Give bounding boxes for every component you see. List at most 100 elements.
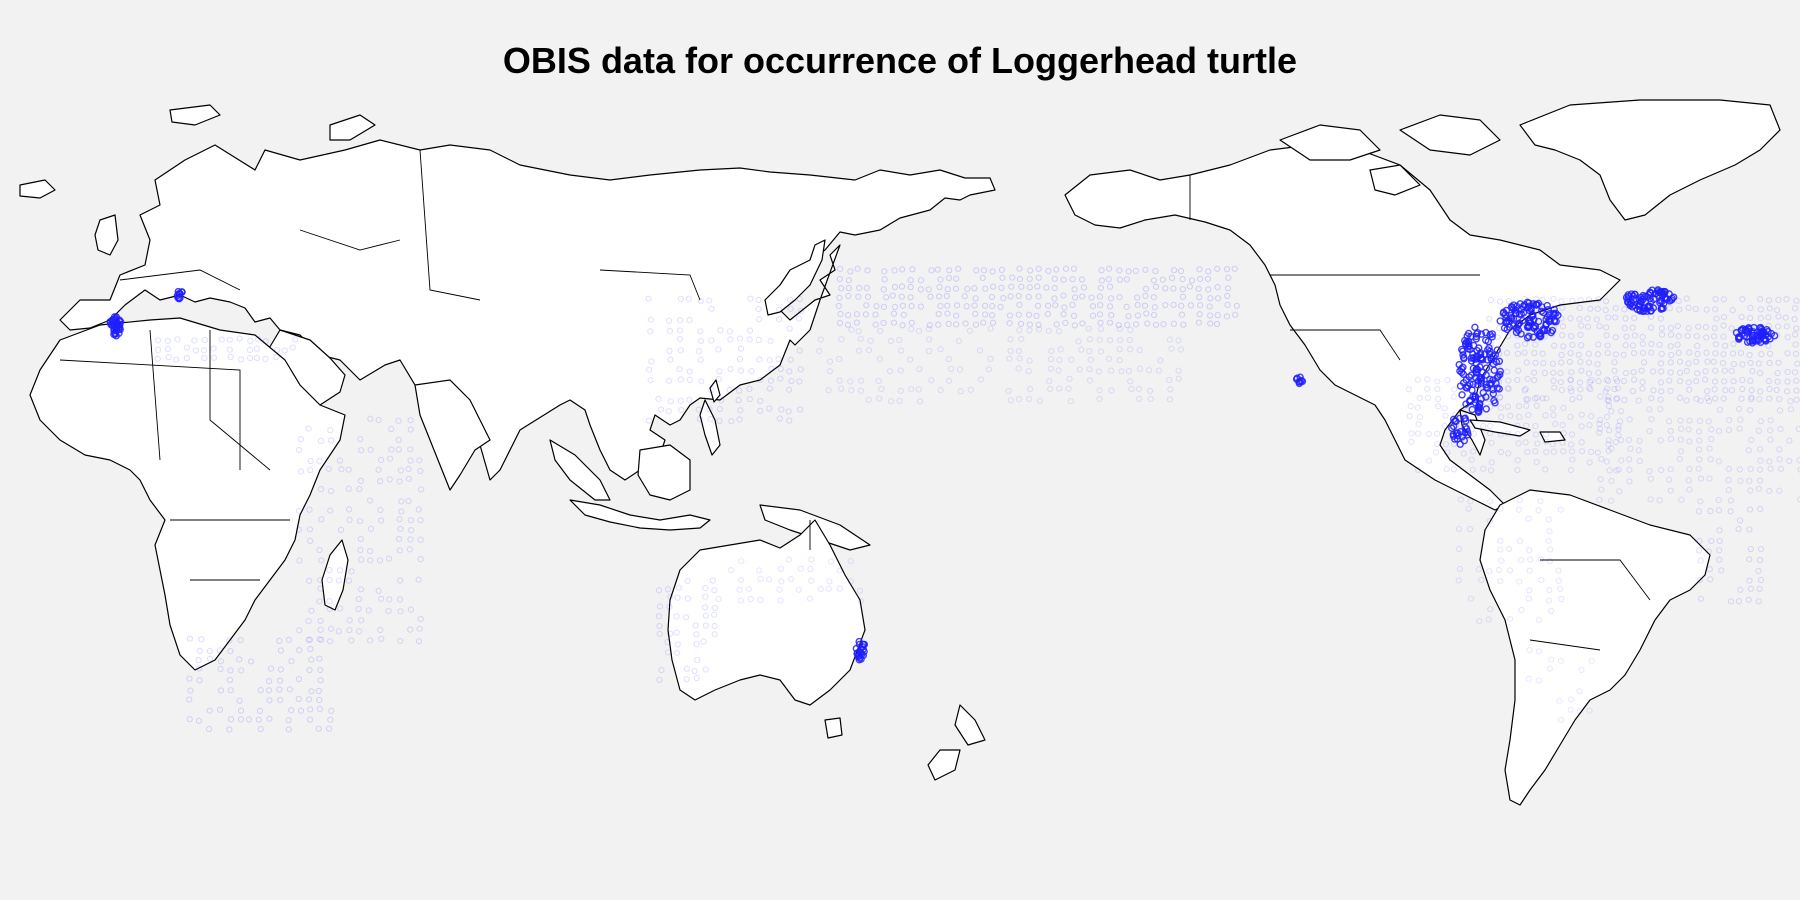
occurrence-point xyxy=(1603,413,1611,420)
occurrence-point xyxy=(795,586,802,593)
occurrence-point xyxy=(1647,496,1654,503)
occurrence-point xyxy=(296,557,303,564)
occurrence-point xyxy=(1578,439,1585,446)
occurrence-point xyxy=(378,635,385,643)
occurrence-point xyxy=(1061,304,1068,311)
occurrence-point xyxy=(256,707,264,714)
occurrence-point xyxy=(1551,342,1558,349)
occurrence-point xyxy=(665,317,673,324)
occurrence-point xyxy=(1469,448,1477,455)
occurrence-point xyxy=(1098,277,1105,284)
occurrence-point xyxy=(1657,437,1664,444)
occurrence-point xyxy=(1543,449,1550,456)
occurrence-point-dense xyxy=(1490,366,1498,374)
occurrence-point xyxy=(1224,285,1232,292)
occurrence-point xyxy=(891,267,898,274)
occurrence-point xyxy=(1116,294,1123,301)
occurrence-point xyxy=(326,576,333,584)
occurrence-point xyxy=(1514,431,1521,438)
occurrence-point xyxy=(1658,331,1666,338)
occurrence-point xyxy=(295,446,302,454)
occurrence-point xyxy=(1615,466,1622,473)
occurrence-point xyxy=(1603,421,1610,429)
occurrence-point xyxy=(1695,465,1702,472)
occurrence-point xyxy=(777,565,785,572)
occurrence-point xyxy=(887,337,895,345)
occurrence-point xyxy=(1069,301,1076,308)
occurrence-point xyxy=(899,266,906,273)
occurrence-point xyxy=(210,354,218,361)
occurrence-point xyxy=(285,636,292,643)
occurrence-point xyxy=(954,302,961,309)
occurrence-point xyxy=(1793,325,1800,332)
occurrence-point xyxy=(658,406,665,413)
occurrence-point xyxy=(865,396,872,403)
occurrence-point xyxy=(1488,459,1495,466)
occurrence-point xyxy=(716,405,723,413)
occurrence-point xyxy=(1026,284,1033,291)
occurrence-point xyxy=(1693,358,1700,365)
occurrence-point xyxy=(286,686,293,693)
occurrence-point xyxy=(1062,319,1069,326)
occurrence-point xyxy=(1598,455,1605,463)
occurrence-point xyxy=(1757,505,1764,512)
occurrence-point xyxy=(700,638,707,645)
occurrence-point xyxy=(1646,406,1653,413)
occurrence-point xyxy=(1559,421,1566,429)
occurrence-point-dense xyxy=(1483,384,1492,392)
occurrence-point xyxy=(1577,297,1584,304)
occurrence-point xyxy=(746,385,753,392)
occurrence-point xyxy=(236,656,243,663)
occurrence-point xyxy=(1631,314,1638,322)
occurrence-point xyxy=(1757,576,1765,584)
occurrence-point xyxy=(1145,367,1153,374)
occurrence-point xyxy=(1615,422,1622,430)
occurrence-point xyxy=(1728,367,1735,374)
land-masses xyxy=(19,99,1781,806)
occurrence-point xyxy=(386,455,394,462)
occurrence-point xyxy=(1773,386,1780,394)
occurrence-point xyxy=(1152,321,1160,328)
occurrence-point xyxy=(1639,378,1646,386)
occurrence-point xyxy=(1105,355,1113,362)
occurrence-point xyxy=(1738,313,1745,321)
occurrence-point xyxy=(702,666,709,673)
occurrence-point xyxy=(316,696,323,704)
occurrence-point xyxy=(776,306,783,313)
occurrence-point xyxy=(1708,435,1715,443)
occurrence-point-dense xyxy=(1451,417,1459,425)
occurrence-point xyxy=(1767,436,1774,443)
occurrence-point xyxy=(656,630,663,637)
occurrence-point xyxy=(1545,597,1553,604)
occurrence-point xyxy=(1143,310,1150,317)
occurrence-point xyxy=(677,397,684,404)
occurrence-point xyxy=(1725,465,1733,472)
occurrence-point xyxy=(1557,378,1564,386)
occurrence-point xyxy=(1597,393,1604,400)
occurrence-point-dense xyxy=(1763,325,1771,334)
occurrence-point xyxy=(1487,422,1494,430)
occurrence-point xyxy=(1408,430,1415,437)
occurrence-point xyxy=(416,457,423,464)
occurrence-point xyxy=(1204,275,1212,283)
occurrence-point xyxy=(711,622,718,630)
occurrence-point xyxy=(338,466,345,473)
occurrence-point xyxy=(665,377,672,384)
occurrence-point xyxy=(881,268,888,275)
occurrence-point xyxy=(847,378,854,385)
occurrence-point xyxy=(1128,385,1135,393)
occurrence-point xyxy=(1605,393,1612,400)
occurrence-point xyxy=(1522,439,1529,446)
occurrence-point-dense xyxy=(1474,377,1483,385)
occurrence-point xyxy=(880,303,887,310)
occurrence-point xyxy=(1441,405,1448,412)
occurrence-point xyxy=(658,666,665,674)
occurrence-point xyxy=(1044,310,1051,318)
occurrence-point xyxy=(308,656,315,663)
occurrence-point xyxy=(1766,386,1773,393)
occurrence-point xyxy=(1535,677,1542,684)
occurrence-point xyxy=(1062,265,1070,272)
occurrence-point xyxy=(326,598,333,605)
occurrence-point xyxy=(736,387,743,394)
occurrence-point xyxy=(1205,286,1212,293)
